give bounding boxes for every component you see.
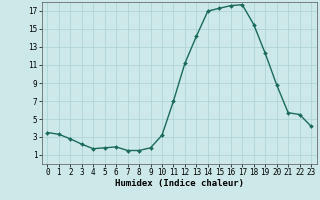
X-axis label: Humidex (Indice chaleur): Humidex (Indice chaleur) <box>115 179 244 188</box>
